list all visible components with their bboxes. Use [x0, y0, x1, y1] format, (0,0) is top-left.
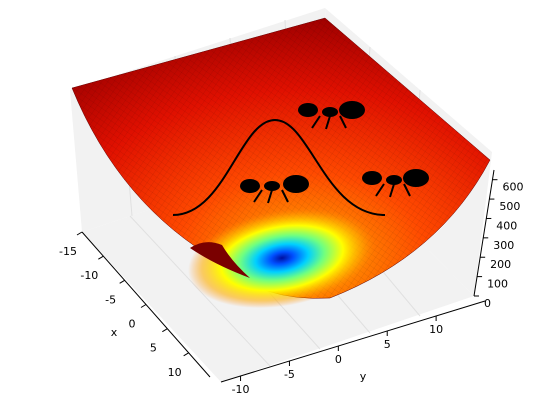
- x-tick: [140, 304, 147, 308]
- y-axis-label: y: [360, 370, 367, 383]
- x-tick-label: -5: [105, 293, 116, 306]
- x-tick-label: -10: [80, 269, 98, 282]
- x-tick: [76, 231, 83, 236]
- x-tick-label: 10: [168, 366, 182, 379]
- x-axis-label: x: [111, 326, 118, 339]
- x-tick-label: -15: [59, 245, 77, 258]
- y-tick-label: 10: [429, 323, 443, 336]
- z-tick-label: 100: [487, 278, 508, 291]
- x-tick: [183, 352, 189, 357]
- z-axis: [473, 169, 495, 297]
- ant: [362, 169, 429, 198]
- ant: [240, 175, 309, 204]
- y-tick-label: -10: [232, 383, 250, 396]
- y-tick-label: 5: [384, 338, 391, 351]
- surface: [71, 17, 491, 309]
- z-tick-label: 0: [484, 297, 491, 310]
- ant: [298, 101, 365, 130]
- x-tick: [119, 279, 125, 284]
- z-tick-label: 300: [493, 239, 514, 252]
- z-tick-label: 400: [496, 219, 517, 232]
- z-tick-label: 500: [499, 200, 520, 213]
- x-tick: [98, 255, 104, 260]
- z-tick-label: 200: [490, 258, 511, 271]
- x-tick: [162, 328, 168, 333]
- z-tick-label: 600: [502, 181, 523, 194]
- x-tick-label: 0: [129, 318, 136, 331]
- x-tick-label: 5: [150, 342, 157, 355]
- y-axis: [220, 300, 486, 383]
- y-tick-label: 0: [335, 353, 342, 366]
- y-tick-label: -5: [284, 368, 295, 381]
- illustration: [172, 101, 429, 216]
